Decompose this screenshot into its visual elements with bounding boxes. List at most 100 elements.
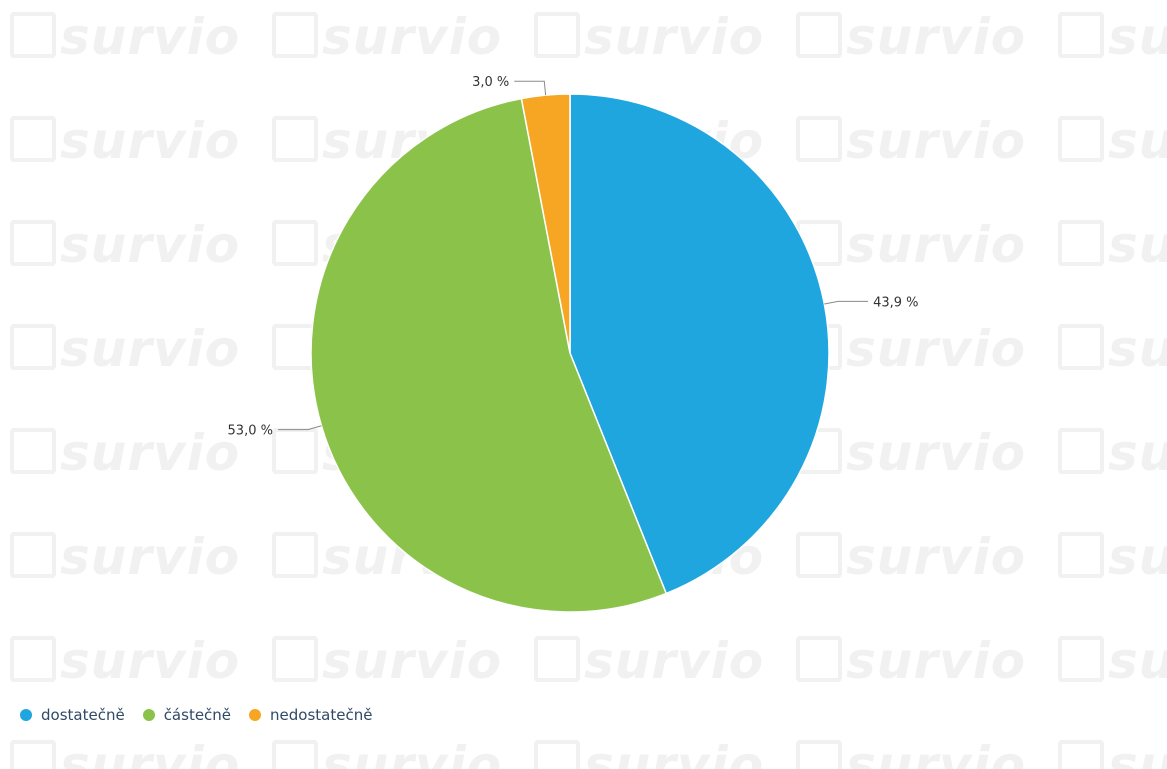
check-icon bbox=[796, 636, 842, 682]
watermark-text: survio bbox=[60, 528, 241, 586]
watermark-text: survio bbox=[1108, 632, 1167, 690]
data-label-nedostatecne: 3,0 % bbox=[472, 75, 509, 90]
watermark-tile: survio bbox=[1058, 632, 1167, 690]
watermark-tile: survio bbox=[1058, 216, 1167, 274]
watermark-text: survio bbox=[1108, 112, 1167, 170]
check-icon bbox=[534, 740, 580, 769]
watermark-text: survio bbox=[60, 112, 241, 170]
watermark-tile: survio bbox=[10, 424, 240, 482]
check-icon bbox=[796, 116, 842, 162]
watermark-text: survio bbox=[846, 8, 1027, 66]
check-icon bbox=[1058, 12, 1104, 58]
data-label-dostatecne: 43,9 % bbox=[873, 295, 918, 310]
watermark-tile: survio bbox=[796, 8, 1026, 66]
watermark-tile: survio bbox=[272, 632, 502, 690]
watermark-text: survio bbox=[322, 632, 503, 690]
watermark-tile: survio bbox=[796, 632, 1026, 690]
check-icon bbox=[1058, 428, 1104, 474]
watermark-text: survio bbox=[584, 8, 765, 66]
watermark-tile: survio bbox=[1058, 424, 1167, 482]
check-icon bbox=[1058, 116, 1104, 162]
legend-dot-dostatecne bbox=[20, 709, 32, 721]
watermark-tile: survio bbox=[796, 320, 1026, 378]
check-icon bbox=[272, 636, 318, 682]
check-icon bbox=[1058, 532, 1104, 578]
legend-label-castecne: částečně bbox=[163, 706, 232, 724]
watermark-text: survio bbox=[846, 320, 1027, 378]
check-icon bbox=[1058, 220, 1104, 266]
watermark-tile: survio bbox=[796, 736, 1026, 769]
check-icon bbox=[10, 740, 56, 769]
watermark-tile: survio bbox=[1058, 112, 1167, 170]
watermark-tile: survio bbox=[10, 736, 240, 769]
leader-line-castecne bbox=[277, 425, 322, 431]
check-icon bbox=[10, 12, 56, 58]
check-icon bbox=[796, 740, 842, 769]
watermark-tile: survio bbox=[10, 216, 240, 274]
watermark-text: survio bbox=[60, 736, 241, 769]
watermark-text: survio bbox=[1108, 424, 1167, 482]
watermark-text: survio bbox=[60, 632, 241, 690]
check-icon bbox=[1058, 740, 1104, 769]
watermark-tile: survio bbox=[796, 216, 1026, 274]
check-icon bbox=[796, 532, 842, 578]
legend-label-nedostatecne: nedostatečně bbox=[270, 706, 373, 724]
check-icon bbox=[534, 636, 580, 682]
check-icon bbox=[272, 12, 318, 58]
watermark-tile: survio bbox=[1058, 736, 1167, 769]
watermark-tile: survio bbox=[1058, 8, 1167, 66]
check-icon bbox=[10, 428, 56, 474]
watermark-tile: survio bbox=[1058, 320, 1167, 378]
watermark-text: survio bbox=[1108, 8, 1167, 66]
watermark-text: survio bbox=[846, 216, 1027, 274]
watermark-text: survio bbox=[322, 8, 503, 66]
check-icon bbox=[10, 532, 56, 578]
watermark-text: survio bbox=[1108, 216, 1167, 274]
legend: dostatečně částečně nedostatečně bbox=[20, 706, 390, 724]
data-label-castecne: 53,0 % bbox=[228, 424, 273, 439]
pie-slice-castecne[interactable] bbox=[310, 97, 668, 613]
watermark-text: survio bbox=[1108, 528, 1167, 586]
watermark-tile: survio bbox=[534, 632, 764, 690]
watermark-tile: survio bbox=[534, 736, 764, 769]
check-icon bbox=[796, 12, 842, 58]
watermark-text: survio bbox=[584, 632, 765, 690]
watermark-tile: survio bbox=[796, 112, 1026, 170]
watermark-tile: survio bbox=[10, 112, 240, 170]
check-icon bbox=[272, 740, 318, 769]
watermark-text: survio bbox=[322, 736, 503, 769]
check-icon bbox=[272, 220, 318, 266]
legend-item-nedostatecne[interactable]: nedostatečně bbox=[249, 706, 372, 724]
watermark-tile: survio bbox=[796, 424, 1026, 482]
watermark-text: survio bbox=[846, 424, 1027, 482]
watermark-text: survio bbox=[60, 320, 241, 378]
watermark-tile: survio bbox=[796, 528, 1026, 586]
check-icon bbox=[1058, 324, 1104, 370]
check-icon bbox=[10, 220, 56, 266]
check-icon bbox=[272, 116, 318, 162]
legend-label-dostatecne: dostatečně bbox=[41, 706, 125, 724]
watermark-tile: survio bbox=[1058, 528, 1167, 586]
watermark-text: survio bbox=[846, 528, 1027, 586]
watermark-text: survio bbox=[846, 736, 1027, 769]
watermark-tile: survio bbox=[272, 736, 502, 769]
watermark-tile: survio bbox=[10, 320, 240, 378]
watermark-tile: survio bbox=[534, 8, 764, 66]
legend-item-castecne[interactable]: částečně bbox=[142, 706, 232, 724]
watermark-text: survio bbox=[60, 424, 241, 482]
check-icon bbox=[10, 324, 56, 370]
watermark-text: survio bbox=[60, 216, 241, 274]
check-icon bbox=[534, 12, 580, 58]
watermark-text: survio bbox=[846, 112, 1027, 170]
check-icon bbox=[10, 116, 56, 162]
check-icon bbox=[1058, 636, 1104, 682]
leader-line-dostatecne bbox=[824, 300, 869, 305]
watermark-tile: survio bbox=[10, 528, 240, 586]
watermark-text: survio bbox=[846, 632, 1027, 690]
watermark-tile: survio bbox=[10, 632, 240, 690]
legend-item-dostatecne[interactable]: dostatečně bbox=[20, 706, 125, 724]
watermark-tile: survio bbox=[272, 8, 502, 66]
watermark-text: survio bbox=[60, 8, 241, 66]
